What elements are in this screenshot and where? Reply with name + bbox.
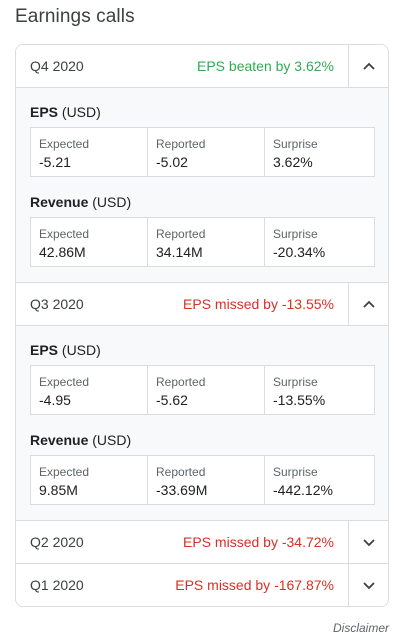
revenue-expected-cell: Expected 42.86M — [31, 218, 148, 266]
quarter-name: Q1 2020 — [30, 577, 84, 593]
eps-section-title: EPS (USD) — [30, 104, 101, 120]
eps-reported-value: -5.02 — [156, 154, 188, 170]
eps-reported-value: -5.62 — [156, 392, 188, 408]
revenue-grid: Expected 9.85M Reported -33.69M Surprise… — [30, 455, 375, 505]
eps-grid: Expected -5.21 Reported -5.02 Surprise 3… — [30, 127, 375, 177]
eps-expected-cell: Expected -5.21 — [31, 128, 148, 176]
quarter-header-q3-2020[interactable]: Q3 2020 EPS missed by -13.55% — [16, 283, 388, 325]
revenue-expected-cell: Expected 9.85M — [31, 456, 148, 504]
revenue-reported-value: 34.14M — [156, 244, 203, 260]
revenue-reported-cell: Reported -33.69M — [148, 456, 265, 504]
eps-surprise-cell: Surprise 3.62% — [273, 137, 318, 170]
quarter-details-q3-2020: EPS (USD) Expected -4.95 Reported -5.62 … — [16, 325, 388, 521]
collapse-toggle-button[interactable] — [348, 283, 388, 325]
earnings-calls-panel: Q4 2020 EPS beaten by 3.62% EPS (USD) Ex… — [15, 44, 389, 607]
page-title: Earnings calls — [15, 6, 135, 27]
revenue-surprise-cell: Surprise -20.34% — [273, 227, 326, 260]
quarter-header-q2-2020[interactable]: Q2 2020 EPS missed by -34.72% — [16, 521, 388, 563]
revenue-reported-value: -33.69M — [156, 482, 208, 498]
chevron-up-icon — [362, 300, 375, 308]
revenue-surprise-cell: Surprise -442.12% — [273, 465, 333, 498]
revenue-section-title: Revenue (USD) — [30, 432, 132, 448]
eps-status: EPS missed by -13.55% — [183, 296, 334, 312]
quarter-details-q4-2020: EPS (USD) Expected -5.21 Reported -5.02 … — [16, 87, 388, 283]
eps-status: EPS missed by -167.87% — [175, 577, 334, 593]
row-divider — [16, 563, 388, 564]
eps-status: EPS beaten by 3.62% — [197, 58, 334, 74]
chevron-down-icon — [362, 539, 375, 547]
expand-toggle-button[interactable] — [348, 564, 388, 606]
eps-grid: Expected -4.95 Reported -5.62 Surprise -… — [30, 365, 375, 415]
revenue-section-title: Revenue (USD) — [30, 194, 132, 210]
chevron-down-icon — [362, 582, 375, 590]
revenue-surprise-value: -20.34% — [273, 244, 326, 260]
eps-surprise-value: -13.55% — [273, 392, 326, 408]
eps-reported-cell: Reported -5.02 — [148, 128, 265, 176]
collapse-toggle-button[interactable] — [348, 45, 388, 87]
revenue-expected-value: 42.86M — [39, 244, 86, 260]
revenue-reported-cell: Reported 34.14M — [148, 218, 265, 266]
eps-surprise-cell: Surprise -13.55% — [273, 375, 326, 408]
expand-toggle-button[interactable] — [348, 521, 388, 563]
revenue-grid: Expected 42.86M Reported 34.14M Surprise… — [30, 217, 375, 267]
eps-reported-cell: Reported -5.62 — [148, 366, 265, 414]
eps-section-title: EPS (USD) — [30, 342, 101, 358]
quarter-header-q1-2020[interactable]: Q1 2020 EPS missed by -167.87% — [16, 564, 388, 606]
quarter-header-q4-2020[interactable]: Q4 2020 EPS beaten by 3.62% — [16, 45, 388, 87]
eps-expected-value: -4.95 — [39, 392, 71, 408]
revenue-surprise-value: -442.12% — [273, 482, 333, 498]
eps-expected-value: -5.21 — [39, 154, 71, 170]
quarter-name: Q2 2020 — [30, 534, 84, 550]
disclaimer-link[interactable]: Disclaimer — [332, 621, 389, 635]
eps-status: EPS missed by -34.72% — [183, 534, 334, 550]
eps-expected-cell: Expected -4.95 — [31, 366, 148, 414]
quarter-name: Q3 2020 — [30, 296, 84, 312]
chevron-up-icon — [362, 62, 375, 70]
revenue-expected-value: 9.85M — [39, 482, 78, 498]
quarter-name: Q4 2020 — [30, 58, 84, 74]
eps-surprise-value: 3.62% — [273, 154, 313, 170]
